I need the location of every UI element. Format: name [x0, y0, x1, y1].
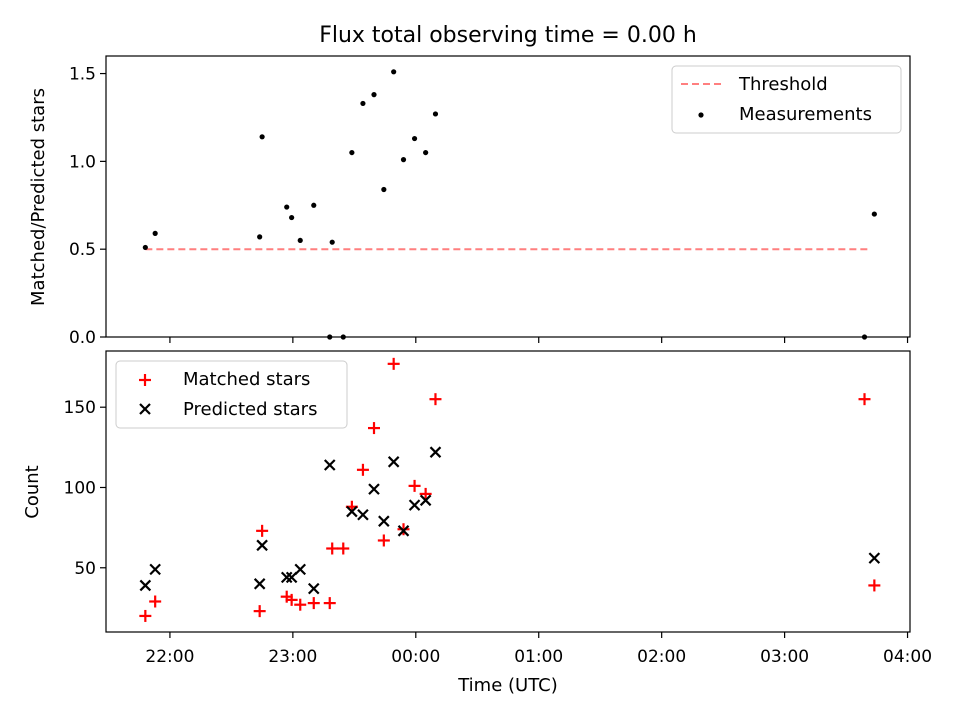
predicted-star-marker — [868, 552, 881, 564]
measurement-point — [871, 211, 877, 217]
matched-star-marker — [285, 593, 298, 606]
bottom-legend-box — [115, 360, 348, 429]
x-tick-label: 00:00 — [391, 647, 440, 667]
measurement-point — [297, 237, 303, 244]
measurement-point — [329, 239, 335, 245]
matched-star-marker — [368, 422, 380, 435]
x-tick-label: 02:00 — [637, 647, 686, 667]
predicted-star-marker — [256, 539, 268, 552]
measurement-point — [142, 244, 148, 251]
measurement-point — [311, 202, 317, 208]
matched-star-marker — [139, 609, 152, 622]
legend-threshold-label: Threshold — [738, 74, 828, 95]
x-tick-label: 03:00 — [760, 647, 809, 667]
bottom-y-tick-label: 100 — [64, 478, 96, 498]
legend-matched-label: Matched stars — [183, 369, 310, 390]
matched-star-marker — [419, 487, 432, 500]
measurement-point — [432, 111, 439, 117]
x-tick-label: 01:00 — [514, 647, 563, 667]
matched-star-marker — [429, 393, 442, 406]
bottom-panel: 50 100 150 22:00 23:00 00:00 01:00 02:00 03:00 0… — [22, 350, 932, 696]
top-y-tick-label: 0.5 — [69, 240, 96, 260]
matched-star-marker — [387, 357, 400, 370]
legend-measurements-swatch — [698, 112, 704, 118]
predicted-star-marker — [397, 525, 410, 537]
bottom-y-tick-label: 150 — [64, 398, 96, 418]
measurement-point — [284, 204, 290, 210]
matched-star-marker — [307, 597, 320, 610]
x-tick-label: 23:00 — [268, 647, 317, 667]
x-tick-label: 04:00 — [883, 647, 932, 667]
chart-title: Flux total observing time = 0.00 h — [319, 23, 697, 48]
matched-star-marker — [858, 393, 871, 406]
legend-measurements-label: Measurements — [739, 104, 872, 125]
predicted-star-marker — [429, 446, 442, 458]
predicted-star-marker — [378, 515, 390, 527]
matched-star-marker — [253, 605, 266, 618]
measurement-point — [411, 135, 418, 142]
measurement-point — [152, 230, 158, 236]
matched-star-marker — [356, 463, 369, 476]
measurement-point — [257, 234, 263, 240]
bottom-y-axis-label: Count — [22, 465, 43, 518]
top-y-ticks: 0.0 0.5 1.0 1.5 — [69, 65, 106, 348]
matched-star-marker — [408, 479, 421, 492]
top-y-tick-label: 0.0 — [69, 328, 96, 348]
predicted-star-marker — [387, 456, 400, 468]
predicted-star-marker — [149, 563, 161, 576]
predicted-star-marker — [419, 494, 432, 507]
x-tick-label: 22:00 — [145, 647, 194, 667]
bottom-legend: Matched stars Predicted stars — [115, 360, 348, 429]
top-panel: Flux total observing time = 0.00 h 0.00.… — [28, 23, 911, 348]
measurement-point — [381, 186, 387, 193]
measurement-point — [391, 69, 397, 75]
bottom-axes-frame — [105, 350, 911, 633]
predicted-star-marker — [253, 578, 266, 590]
legend-predicted-swatch — [139, 403, 151, 415]
top-axes-frame — [105, 55, 911, 338]
bottom-y-ticks: 50 100 150 — [64, 398, 106, 579]
bottom-plot-area — [139, 357, 881, 622]
predicted-star-marker — [294, 563, 307, 576]
top-y-tick-label: 1.5 — [69, 65, 96, 85]
top-legend: Threshold Measurements — [671, 65, 902, 134]
predicted-star-marker — [307, 582, 320, 595]
matched-star-marker — [868, 579, 881, 592]
measurement-point — [259, 134, 265, 140]
bottom-y-tick-label: 50 — [74, 559, 96, 579]
top-y-tick-label: 1.0 — [69, 152, 96, 172]
measurement-point — [360, 100, 366, 107]
predicted-star-marker — [323, 459, 336, 471]
predicted-star-marker — [408, 499, 421, 511]
matched-star-marker — [149, 595, 162, 608]
measurement-point — [371, 92, 377, 98]
measurement-point — [349, 149, 355, 156]
measurement-point — [423, 149, 429, 156]
bottom-x-ticks: 22:00 23:00 00:00 01:00 02:00 03:00 04:00 — [145, 632, 932, 667]
matched-star-marker — [397, 523, 410, 536]
measurement-point — [289, 214, 295, 221]
predicted-star-marker — [357, 509, 369, 521]
matched-star-marker — [256, 524, 269, 537]
top-legend-box — [671, 65, 902, 134]
matched-star-marker — [377, 534, 390, 547]
predicted-star-marker — [368, 483, 380, 495]
matched-star-marker — [337, 542, 350, 555]
predicted-star-marker — [346, 505, 358, 518]
x-axis-label: Time (UTC) — [457, 675, 558, 696]
matched-star-marker — [323, 597, 336, 610]
measurement-point — [400, 157, 407, 163]
top-y-axis-label: Matched/Predicted stars — [28, 88, 49, 306]
matched-star-marker — [326, 542, 339, 555]
predicted-star-marker — [139, 579, 152, 592]
top-x-ticks — [169, 337, 909, 343]
legend-predicted-label: Predicted stars — [183, 399, 317, 420]
predicted-star-marker — [280, 571, 293, 584]
legend-matched-swatch — [139, 374, 151, 386]
matched-star-marker — [294, 598, 307, 611]
